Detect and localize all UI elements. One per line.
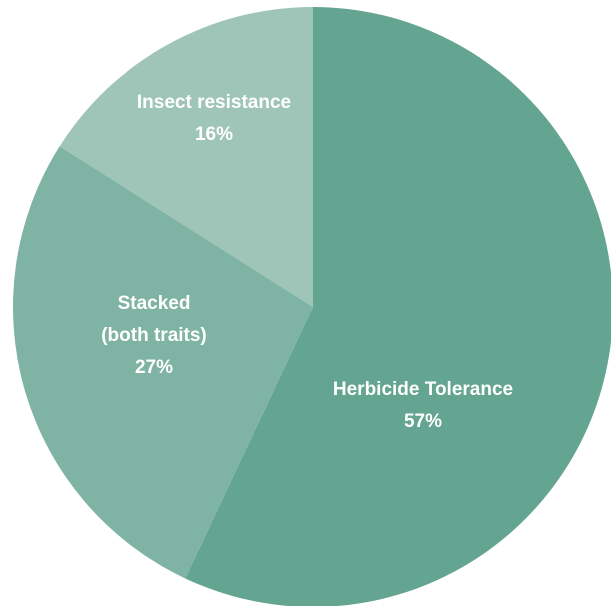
pie-slice-2 [59, 7, 314, 307]
slice-percent-label: 16% [195, 124, 233, 145]
slice-percent-label: 57% [404, 411, 442, 432]
slice-percent-label: 27% [135, 357, 173, 378]
pie-slice-0 [185, 7, 611, 606]
slice-label-0: Herbicide Tolerance 57% [333, 379, 513, 432]
slice-name-label: Herbicide Tolerance [333, 379, 513, 400]
pie-slice-1 [12, 146, 314, 579]
slice-name-label: (both traits) [101, 325, 207, 346]
slice-label-2: Insect resistance 16% [137, 92, 291, 145]
slice-label-1: Stacked (both traits) 27% [101, 293, 207, 378]
slice-name-label: Stacked [118, 293, 191, 314]
slice-name-label: Insect resistance [137, 92, 291, 113]
pie-slices [12, 7, 611, 606]
pie-labels: Herbicide Tolerance 57% Stacked (both trait… [101, 92, 513, 432]
